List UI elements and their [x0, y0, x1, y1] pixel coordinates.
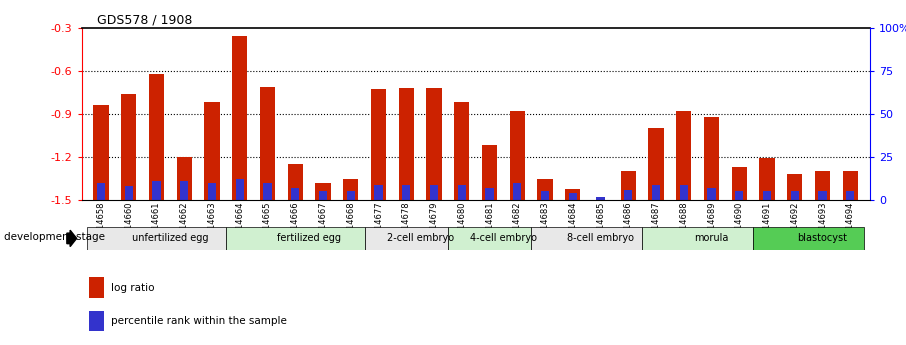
Bar	[315, 183, 331, 200]
Bar	[565, 189, 581, 200]
Bar	[704, 117, 719, 200]
Bar	[818, 191, 827, 200]
Text: log ratio: log ratio	[111, 283, 155, 293]
Text: blastocyst: blastocyst	[797, 234, 848, 243]
Bar	[482, 146, 497, 200]
Bar	[97, 183, 105, 200]
Text: morula: morula	[694, 234, 728, 243]
Bar	[596, 197, 604, 200]
Bar	[374, 185, 382, 200]
Bar	[180, 181, 188, 200]
Text: percentile rank within the sample: percentile rank within the sample	[111, 316, 287, 326]
Bar	[226, 227, 364, 250]
Bar	[486, 188, 494, 200]
Text: fertilized egg: fertilized egg	[277, 234, 342, 243]
Bar	[537, 179, 553, 200]
Bar	[319, 191, 327, 200]
Text: 8-cell embryo: 8-cell embryo	[567, 234, 634, 243]
Bar	[93, 105, 109, 200]
Bar	[207, 183, 217, 200]
Bar	[236, 179, 244, 200]
Bar	[90, 277, 103, 298]
Text: development stage: development stage	[4, 232, 105, 242]
Bar	[763, 191, 771, 200]
Bar	[846, 191, 854, 200]
Bar	[759, 158, 775, 200]
Bar	[429, 185, 439, 200]
Bar	[287, 164, 303, 200]
Bar	[531, 227, 642, 250]
Bar	[510, 111, 525, 200]
Bar	[448, 227, 531, 250]
Bar	[708, 188, 716, 200]
Bar	[642, 227, 753, 250]
Bar	[624, 190, 632, 200]
Bar	[791, 191, 799, 200]
Bar	[458, 185, 466, 200]
Text: 4-cell embryo: 4-cell embryo	[470, 234, 537, 243]
Bar	[649, 128, 664, 200]
Bar	[87, 227, 226, 250]
FancyArrow shape	[67, 230, 77, 247]
Bar	[402, 185, 410, 200]
Bar	[680, 185, 688, 200]
Bar	[232, 36, 247, 200]
Bar	[347, 191, 355, 200]
Bar	[541, 191, 549, 200]
Bar	[264, 183, 272, 200]
Bar	[753, 227, 864, 250]
Bar	[814, 171, 830, 200]
Bar	[732, 167, 747, 200]
Bar	[427, 88, 441, 200]
Bar	[513, 183, 522, 200]
Text: 2-cell embryo: 2-cell embryo	[387, 234, 454, 243]
Bar	[152, 181, 160, 200]
Bar	[652, 185, 660, 200]
Bar	[787, 174, 803, 200]
Bar	[569, 193, 577, 200]
Text: GDS578 / 1908: GDS578 / 1908	[97, 13, 193, 27]
Bar	[260, 87, 275, 200]
Bar	[291, 188, 299, 200]
Bar	[621, 171, 636, 200]
Bar	[843, 171, 858, 200]
Bar	[676, 111, 691, 200]
Bar	[371, 89, 386, 200]
Bar	[399, 88, 414, 200]
Bar	[454, 102, 469, 200]
Bar	[121, 94, 137, 200]
Bar	[124, 186, 133, 200]
Text: unfertilized egg: unfertilized egg	[132, 234, 208, 243]
Bar	[90, 310, 103, 331]
Bar	[364, 227, 448, 250]
Bar	[735, 191, 744, 200]
Bar	[343, 179, 359, 200]
Bar	[205, 102, 219, 200]
Bar	[177, 157, 192, 200]
Bar	[149, 73, 164, 200]
